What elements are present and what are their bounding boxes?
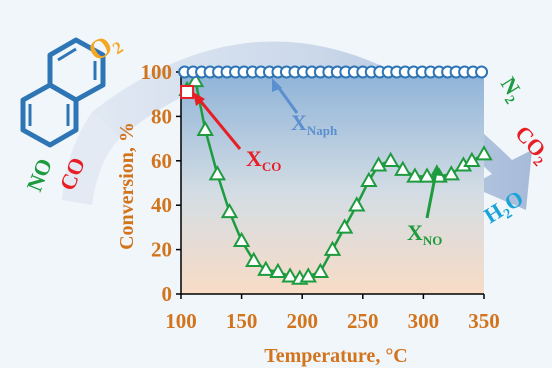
y-tick-label: 100 (141, 60, 173, 84)
data-point-xno (348, 196, 366, 212)
data-point-xno (208, 165, 227, 181)
data-point-xno (360, 171, 378, 188)
data-point-xno (244, 251, 263, 267)
x-tick-label: 200 (286, 309, 318, 333)
data-point-xno (442, 165, 460, 181)
data-point-xno (311, 262, 330, 279)
data-point-xno (475, 145, 493, 161)
data-point-xno (186, 71, 205, 88)
data-point-xco (180, 84, 195, 99)
x-no-label: XNO (407, 220, 442, 248)
data-point-xno (281, 267, 299, 283)
series-xco (180, 84, 195, 99)
x-tick-label: 350 (468, 309, 500, 333)
data-point-xno (335, 218, 354, 234)
y-axis-title: Conversion, % (116, 122, 138, 250)
x-axis-title: Temperature, °C (264, 345, 408, 367)
x-axis-ticks: 100 150 200 250 300 350 (165, 294, 500, 333)
series-xnaph (178, 65, 489, 79)
data-point-xnaph (475, 65, 489, 79)
x-tick-label: 150 (226, 309, 258, 333)
y-tick-label: 60 (151, 149, 172, 173)
data-point-xno (257, 260, 275, 276)
n2-label: N2 (492, 72, 529, 107)
o2-label: O2 (83, 26, 126, 70)
data-point-xno (369, 156, 388, 172)
data-point-xno (269, 262, 287, 279)
y-tick-label: 20 (151, 238, 172, 262)
annotation-arrows (193, 78, 442, 219)
x-tick-label: 300 (408, 309, 440, 333)
y-tick-label: 40 (151, 193, 172, 217)
x-tick-label: 100 (165, 309, 197, 333)
series-layer (178, 65, 493, 285)
x-co-label: XCO (246, 146, 281, 174)
naphthalene-structure (20, 37, 106, 148)
data-point-xno (381, 151, 400, 168)
data-point-xno (418, 167, 436, 183)
y-tick-label: 0 (162, 282, 173, 306)
y-axis-ticks: 0 20 40 60 80 100 (141, 60, 181, 306)
x-naph-label: XNaph (291, 110, 338, 138)
data-point-xno (406, 167, 424, 183)
data-point-xno (463, 151, 481, 168)
x-tick-label: 250 (347, 309, 379, 333)
data-point-xno (323, 240, 342, 256)
data-point-xno (299, 267, 317, 283)
no-label: NO (21, 155, 57, 195)
data-point-xno (394, 160, 412, 176)
data-point-xno (220, 202, 239, 219)
data-point-xno (232, 231, 251, 247)
plot-area (181, 72, 484, 294)
y-tick-label: 80 (151, 104, 172, 128)
axes (180, 72, 484, 295)
data-point-xno (196, 120, 214, 136)
